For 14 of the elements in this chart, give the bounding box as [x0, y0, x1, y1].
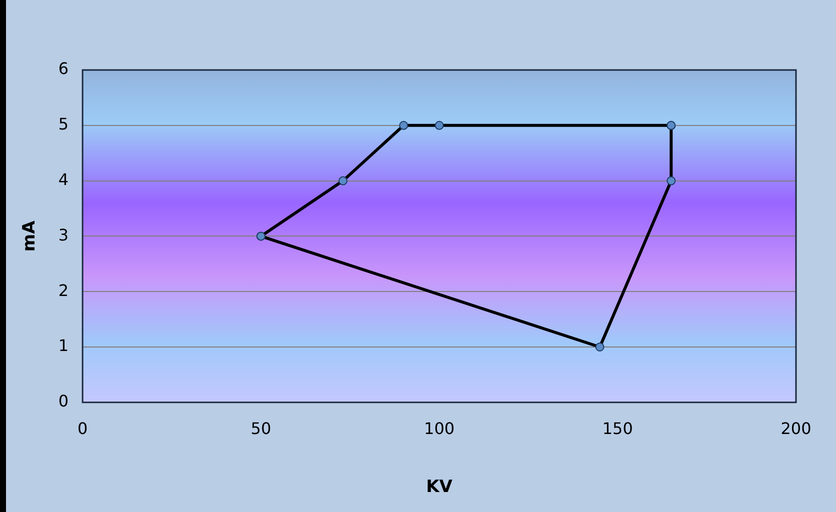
y-tick-label: 5: [58, 114, 69, 134]
y-tick-label: 4: [58, 170, 69, 189]
y-tick-label: 1: [58, 336, 69, 356]
x-tick-label: 0: [77, 419, 88, 438]
x-axis-title: KV: [426, 477, 454, 498]
x-tick-label: 200: [780, 419, 812, 438]
y-tick-label: 3: [58, 225, 69, 244]
y-tick-label: 6: [58, 59, 69, 78]
x-tick-label: 150: [602, 419, 633, 438]
y-axis-title: mA: [20, 220, 40, 252]
y-tick-label: 0: [58, 392, 69, 411]
x-tick-label: 50: [250, 419, 272, 438]
y-tick-label: 2: [58, 280, 69, 300]
x-tick-label: 100: [424, 419, 455, 438]
